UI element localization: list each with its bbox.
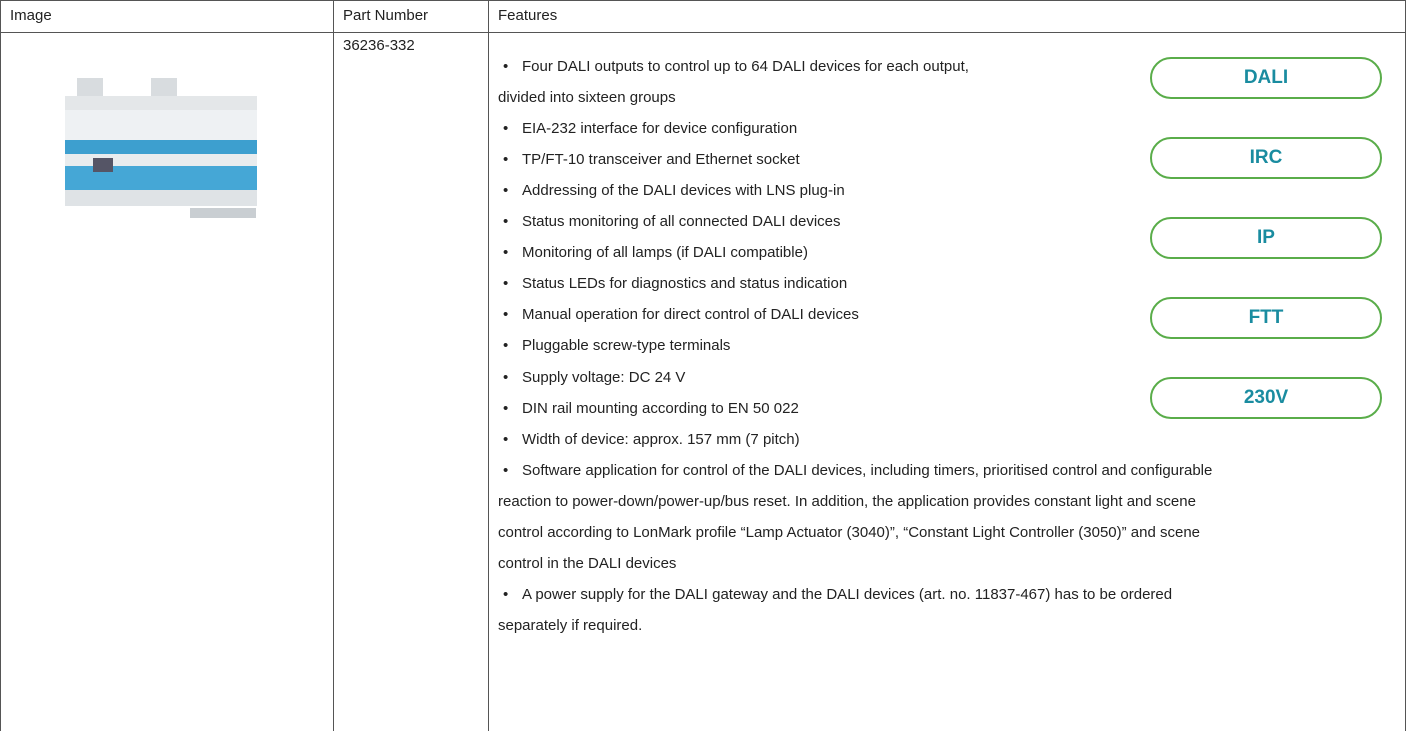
bullet: • [503, 461, 509, 479]
bullet: • [503, 275, 509, 293]
border [0, 0, 1, 731]
badge: DALI [1150, 57, 1382, 99]
feature-line: A power supply for the DALI gateway and … [522, 585, 1173, 603]
bullet: • [503, 120, 509, 138]
feature-line: Supply voltage: DC 24 V [522, 368, 686, 386]
feature-line: Status LEDs for diagnostics and status i… [522, 275, 848, 293]
header-cell: Image [10, 7, 52, 24]
feature-line: TP/FT-10 transceiver and Ethernet socket [522, 151, 800, 169]
feature-line: separately if required. [498, 616, 643, 634]
bullet: • [503, 430, 509, 448]
border [1405, 0, 1406, 731]
badge: FTT [1150, 297, 1382, 339]
feature-line: Width of device: approx. 157 mm (7 pitch… [522, 430, 800, 448]
badge: IP [1150, 217, 1382, 259]
feature-line: Status monitoring of all connected DALI … [522, 213, 841, 231]
feature-line: Monitoring of all lamps (if DALI compati… [522, 244, 808, 262]
bullet: • [503, 368, 509, 386]
bullet: • [503, 306, 509, 324]
feature-line: control according to LonMark profile “La… [498, 523, 1201, 541]
bullet: • [503, 337, 509, 355]
bullet: • [503, 151, 509, 169]
bullet: • [503, 399, 509, 417]
feature-line: divided into sixteen groups [498, 89, 676, 107]
badge: 230V [1150, 377, 1382, 419]
badge: IRC [1150, 137, 1382, 179]
border [0, 0, 1406, 1]
feature-line: Software application for control of the … [522, 461, 1213, 479]
border [0, 32, 1406, 33]
feature-line: reaction to power-down/power-up/bus rese… [498, 492, 1196, 510]
border [333, 0, 334, 731]
header-cell: Features [498, 7, 558, 24]
feature-line: Pluggable screw-type terminals [522, 337, 731, 355]
product-image [65, 78, 257, 218]
bullet: • [503, 58, 509, 75]
header-cell: Part Number [343, 7, 429, 24]
part-number: 36236-332 [343, 37, 415, 54]
bullet: • [503, 244, 509, 262]
feature-line: EIA-232 interface for device configurati… [522, 120, 798, 138]
feature-line: DIN rail mounting according to EN 50 022 [522, 399, 799, 417]
bullet: • [503, 585, 509, 603]
bullet: • [503, 182, 509, 200]
feature-line: Manual operation for direct control of D… [522, 306, 859, 324]
feature-line: control in the DALI devices [498, 554, 677, 572]
feature-line: Addressing of the DALI devices with LNS … [522, 182, 845, 200]
border [488, 0, 489, 731]
feature-line: Four DALI outputs to control up to 64 DA… [522, 58, 969, 75]
bullet: • [503, 213, 509, 231]
